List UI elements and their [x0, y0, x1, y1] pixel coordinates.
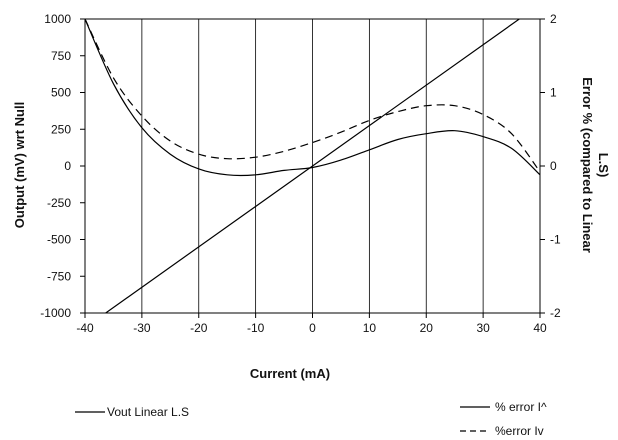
y2-tick-label: -2: [550, 306, 561, 320]
left-y-axis-ticks: 1000 750 500 250 0 -250 -500 -750 -1000: [40, 12, 85, 320]
x-tick-label: 30: [476, 321, 490, 335]
vertical-gridlines: [141, 19, 484, 313]
x-tick-label: -20: [190, 321, 208, 335]
y-tick-label: -250: [47, 196, 71, 210]
x-axis-ticks: -40 -30 -20 -10 0 10 20 30 40: [76, 313, 547, 335]
y2-tick-label: 0: [550, 159, 557, 173]
x-axis-title: Current (mA): [250, 366, 330, 381]
plot-lines: [85, 19, 540, 313]
y-tick-label: 0: [64, 159, 71, 173]
series-error-down: [85, 19, 540, 173]
y-tick-label: 500: [51, 86, 71, 100]
right-y-axis-ticks: 2 1 0 -1 -2: [540, 12, 561, 320]
x-tick-label: 0: [309, 321, 316, 335]
x-tick-label: 40: [533, 321, 547, 335]
right-y-axis-title-line2: L.S): [596, 153, 611, 178]
x-tick-label: 20: [420, 321, 434, 335]
x-tick-label: -40: [76, 321, 94, 335]
y2-tick-label: 2: [550, 12, 557, 26]
y2-tick-label: -1: [550, 233, 561, 247]
y-tick-label: 1000: [44, 12, 71, 26]
right-y-axis-title-line1: Error % (compared to Linear: [580, 77, 595, 253]
y2-tick-label: 1: [550, 86, 557, 100]
left-y-axis-title: Output (mV) wrt Null: [12, 102, 27, 228]
series-vout-linear-ls: [104, 19, 521, 313]
y-tick-label: 750: [51, 49, 71, 63]
y-tick-label: -1000: [40, 306, 71, 320]
legend-label-error-up: % error I^: [495, 400, 547, 414]
y-tick-label: -750: [47, 269, 71, 283]
x-tick-label: 10: [363, 321, 377, 335]
y-tick-label: 250: [51, 122, 71, 136]
y-tick-label: -500: [47, 233, 71, 247]
legend: Vout Linear L.S % error I^ %error Iv: [75, 400, 547, 438]
x-tick-label: -30: [133, 321, 151, 335]
legend-label-error-down: %error Iv: [495, 424, 544, 438]
legend-label-vout: Vout Linear L.S: [107, 405, 189, 419]
x-tick-label: -10: [247, 321, 265, 335]
series-error-up: [85, 19, 540, 177]
